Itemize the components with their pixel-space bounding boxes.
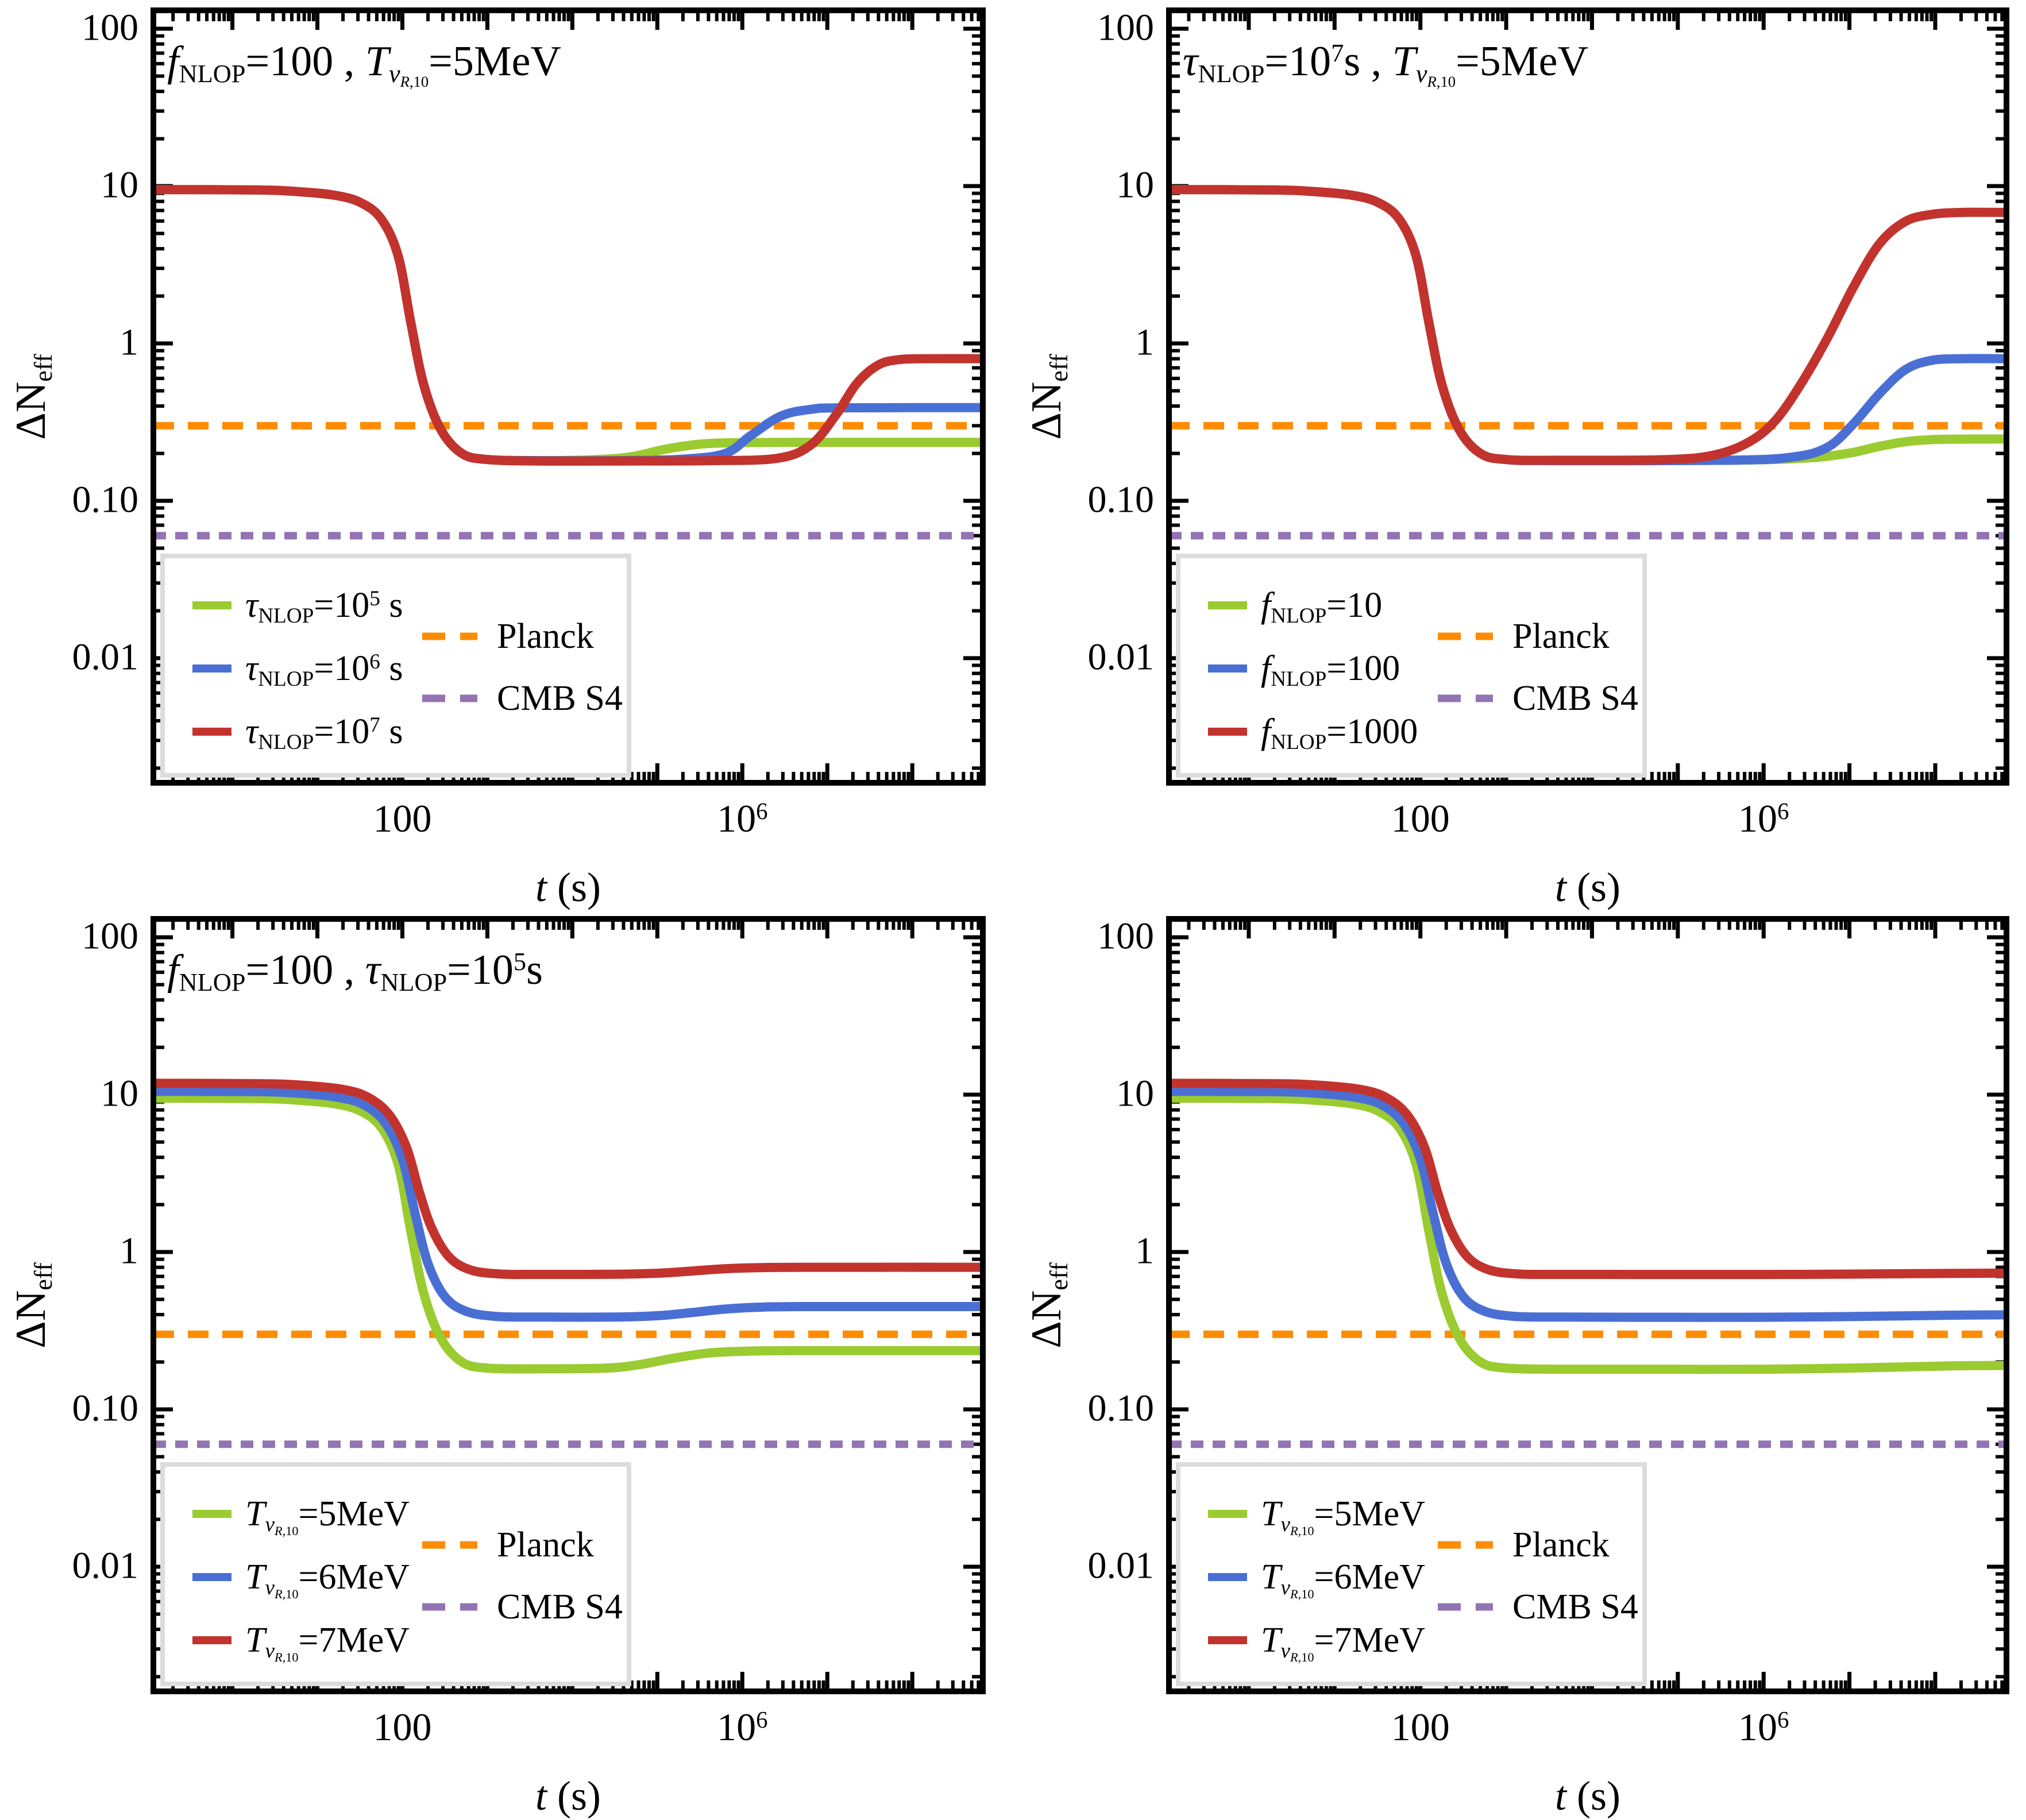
y-tick-label: 1 bbox=[119, 1230, 138, 1272]
y-axis-label: ΔNeff bbox=[1023, 1262, 1074, 1348]
legend-label-planck: Planck bbox=[497, 1525, 594, 1564]
y-tick-label: 0.10 bbox=[72, 478, 139, 521]
y-tick-label: 10 bbox=[1116, 1072, 1154, 1115]
y-axis-label: ΔNeff bbox=[1023, 353, 1074, 440]
legend-label-T-6MeV: TνR,10=6MeV bbox=[1261, 1558, 1425, 1601]
legend-label-planck: Planck bbox=[497, 617, 594, 656]
legend-label-tau-1e7-s: τNLOP=107 s bbox=[245, 712, 403, 755]
x-tick-label: 100 bbox=[1391, 1705, 1450, 1749]
y-tick-label: 0.10 bbox=[1087, 478, 1155, 521]
y-tick-label: 100 bbox=[82, 915, 138, 957]
bottom-right-curve-T-7MeV bbox=[1169, 1079, 2006, 1280]
legend-label-tau-1e6-s: τNLOP=106 s bbox=[245, 649, 403, 691]
y-tick-label: 0.10 bbox=[72, 1387, 139, 1429]
legend-label-cmb-s4: CMB S4 bbox=[497, 679, 623, 718]
x-axis-label: t (s) bbox=[1555, 864, 1620, 910]
y-axis-label: ΔNeff bbox=[7, 1262, 58, 1348]
legend-box bbox=[160, 554, 631, 778]
x-axis-label: t (s) bbox=[535, 864, 601, 910]
legend-label-tau-1e5-s: τNLOP=105 s bbox=[245, 586, 403, 628]
x-tick-label: 100 bbox=[1391, 797, 1450, 840]
bottom-left-curve-T-7MeV bbox=[153, 1079, 983, 1280]
bottom-right-curve-T-6MeV bbox=[1169, 1087, 2006, 1322]
bottom-right-curve-T-5MeV bbox=[1169, 1093, 2006, 1374]
panel-title-bottom-left: fNLOP=100 , τNLOP=105s bbox=[167, 946, 543, 997]
x-tick-label: 106 bbox=[1738, 797, 1789, 840]
y-tick-label: 1 bbox=[1135, 321, 1154, 364]
x-axis-label: t (s) bbox=[1555, 1773, 1620, 1819]
legend-label-T-5MeV: TνR,10=5MeV bbox=[1261, 1494, 1425, 1538]
legend-label-T-7MeV: TνR,10=7MeV bbox=[1261, 1621, 1425, 1664]
legend-label-f-100: fNLOP=100 bbox=[1261, 649, 1400, 691]
x-axis-label: t (s) bbox=[535, 1773, 601, 1819]
legend-label-T-7MeV: TνR,10=7MeV bbox=[245, 1621, 410, 1664]
y-tick-label: 0.10 bbox=[1087, 1387, 1155, 1429]
y-tick-label: 0.01 bbox=[72, 1544, 139, 1587]
top-left-curve-tau-1e5-s bbox=[153, 185, 983, 466]
y-tick-label: 10 bbox=[1116, 164, 1154, 206]
legend-box bbox=[160, 1462, 631, 1686]
panel-bottom-right bbox=[1166, 916, 2009, 1694]
legend-label-cmb-s4: CMB S4 bbox=[1512, 1587, 1638, 1626]
y-tick-label: 1 bbox=[119, 321, 138, 364]
top-right-curve-f-1000 bbox=[1169, 185, 2006, 465]
top-left-curve-tau-1e6-s bbox=[153, 185, 983, 466]
legend-label-f-10: fNLOP=10 bbox=[1261, 586, 1383, 628]
legend-label-f-1000: fNLOP=1000 bbox=[1261, 712, 1418, 755]
legend-box bbox=[1176, 554, 1647, 778]
top-right-curve-f-100 bbox=[1169, 185, 2006, 466]
y-tick-label: 0.01 bbox=[72, 636, 139, 678]
legend-label-cmb-s4: CMB S4 bbox=[1512, 679, 1638, 718]
bottom-left-curve-T-5MeV bbox=[153, 1093, 983, 1374]
y-axis-label: ΔNeff bbox=[7, 353, 58, 440]
x-tick-label: 106 bbox=[717, 797, 768, 840]
legend-label-cmb-s4: CMB S4 bbox=[497, 1587, 623, 1626]
panel-title-top-right: τNLOP=107s , TνR,10=5MeV bbox=[1183, 38, 1588, 90]
panel-top-left bbox=[150, 7, 986, 786]
panel-top-right bbox=[1166, 7, 2009, 786]
y-tick-label: 100 bbox=[1097, 915, 1154, 957]
panel-title-top-left: fNLOP=100 , TνR,10=5MeV bbox=[167, 38, 561, 90]
plot-frame bbox=[150, 916, 986, 1694]
panel-bottom-left bbox=[150, 916, 986, 1694]
legend-label-T-6MeV: TνR,10=6MeV bbox=[245, 1558, 410, 1601]
y-tick-label: 0.01 bbox=[1087, 636, 1155, 678]
y-tick-label: 0.01 bbox=[1087, 1544, 1155, 1587]
y-tick-label: 1 bbox=[1135, 1230, 1154, 1272]
plot-frame bbox=[1166, 7, 2009, 786]
top-right-curve-f-10 bbox=[1169, 185, 2006, 466]
y-tick-label: 100 bbox=[82, 6, 138, 49]
x-tick-label: 106 bbox=[717, 1705, 768, 1749]
legend-label-planck: Planck bbox=[1512, 1525, 1610, 1564]
plot-frame bbox=[1166, 916, 2009, 1694]
y-tick-label: 100 bbox=[1097, 6, 1154, 49]
x-tick-label: 106 bbox=[1738, 1705, 1789, 1749]
legend-label-T-5MeV: TνR,10=5MeV bbox=[245, 1494, 410, 1538]
y-tick-label: 10 bbox=[101, 164, 138, 206]
top-left-curve-tau-1e7-s bbox=[153, 185, 983, 466]
legend-box bbox=[1176, 1462, 1647, 1686]
legend-label-planck: Planck bbox=[1512, 617, 1610, 656]
plot-frame bbox=[150, 7, 986, 786]
x-tick-label: 100 bbox=[373, 1705, 432, 1749]
y-tick-label: 10 bbox=[101, 1072, 138, 1115]
x-tick-label: 100 bbox=[373, 797, 432, 840]
bottom-left-curve-T-6MeV bbox=[153, 1087, 983, 1322]
